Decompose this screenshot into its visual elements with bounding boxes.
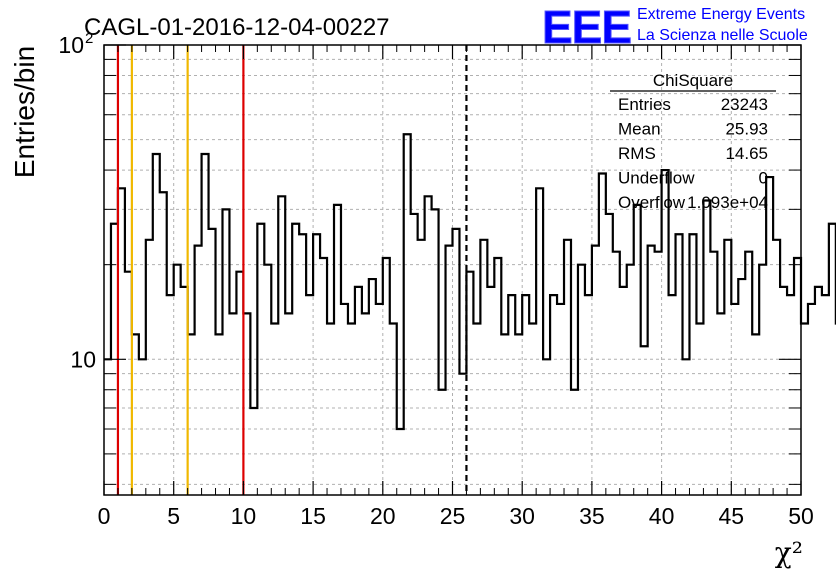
stats-box: ChiSquare Entries 23243 Mean 25.93 RMS 14.65 U… <box>610 71 776 212</box>
stats-label: Mean <box>618 120 661 139</box>
stats-value: 0 <box>759 169 768 188</box>
eee-logo-line2: La Scienza nelle Scuole <box>637 27 808 44</box>
stats-value: 1.093e+04 <box>687 193 768 212</box>
histogram <box>104 133 836 431</box>
run-title: CAGL-01-2016-12-04-00227 <box>84 14 390 41</box>
x-tick-label: 45 <box>719 503 745 529</box>
x-tick-label: 0 <box>98 503 111 529</box>
y-tick-superscript: 2 <box>85 30 93 47</box>
eee-logo-line1: Extreme Energy Events <box>637 6 805 23</box>
stats-box-title: ChiSquare <box>653 71 733 90</box>
grid-lines <box>104 45 801 495</box>
marker-lines <box>116 45 468 495</box>
stats-label: Entries <box>618 95 671 114</box>
x-tick-label: 15 <box>300 503 326 529</box>
x-axis-label: χ² <box>775 536 803 569</box>
x-tick-label: 10 <box>231 503 257 529</box>
stats-label: Underflow <box>618 169 695 188</box>
x-tick-label: 30 <box>509 503 535 529</box>
stats-label: Overflow <box>618 193 686 212</box>
x-tick-labels: 0 5 10 15 20 25 30 35 40 45 50 <box>98 503 814 529</box>
x-tick-label: 35 <box>579 503 605 529</box>
eee-logo-mark: EEE <box>542 1 631 53</box>
x-tick-label: 50 <box>788 503 814 529</box>
x-tick-label: 5 <box>167 503 180 529</box>
histogram-line <box>104 133 836 431</box>
stats-label: RMS <box>618 144 656 163</box>
x-tick-label: 20 <box>370 503 396 529</box>
y-tick-label: 10 <box>70 346 96 372</box>
x-tick-label: 40 <box>649 503 675 529</box>
eee-logo: EEE Extreme Energy Events La Scienza nel… <box>542 1 808 54</box>
stats-value: 14.65 <box>725 144 768 163</box>
axis-ticks <box>103 44 802 495</box>
y-tick-label: 10 <box>58 32 84 58</box>
stats-value: 25.93 <box>725 120 768 139</box>
y-axis-label: Entries/bin <box>9 46 40 178</box>
stats-value: 23243 <box>721 95 768 114</box>
x-tick-label: 25 <box>440 503 466 529</box>
